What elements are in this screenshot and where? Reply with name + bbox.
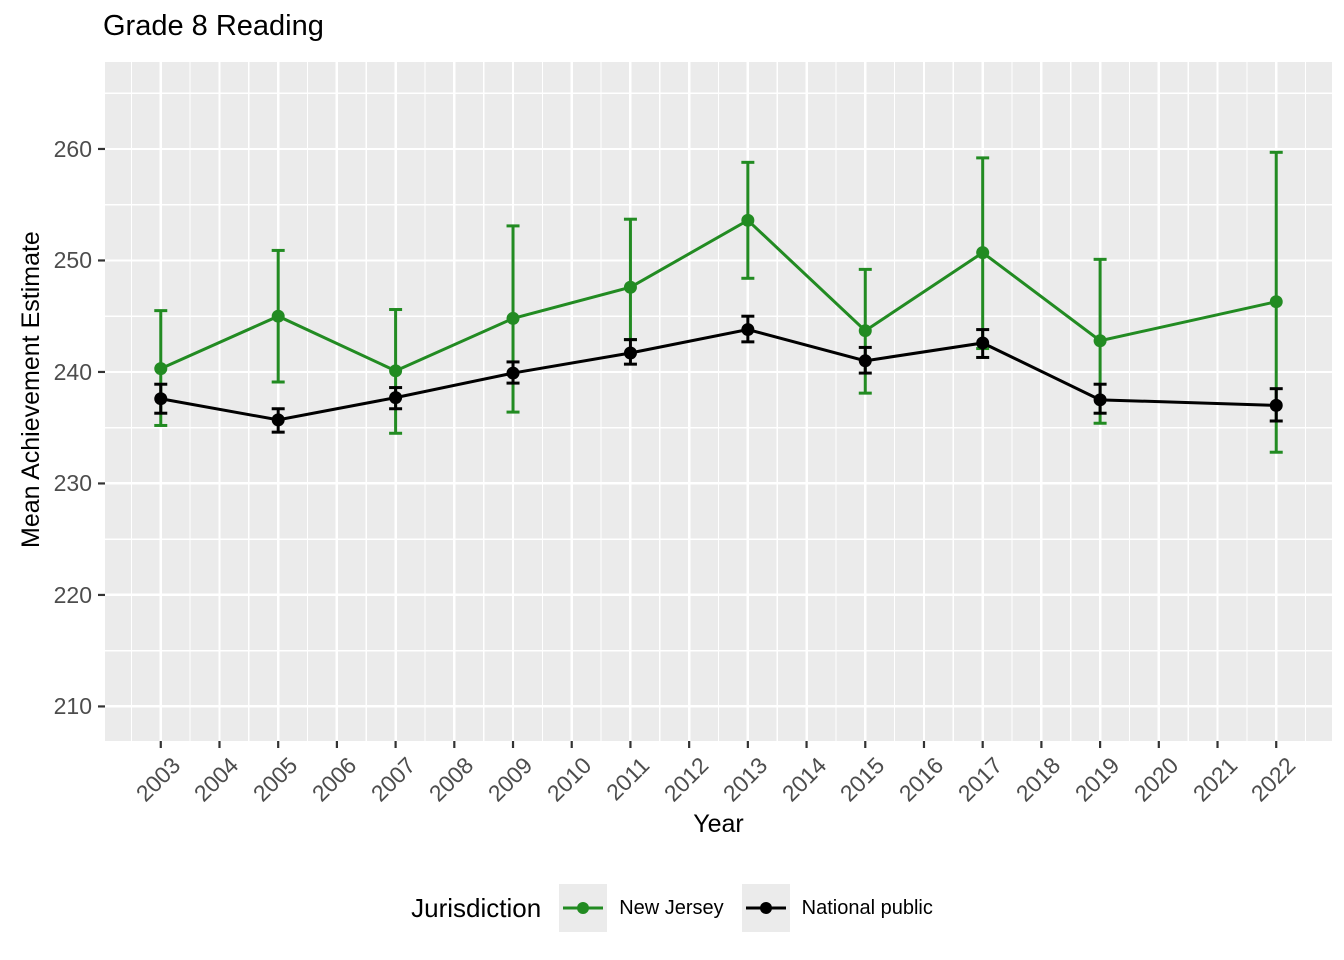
data-point [623,346,637,360]
data-point [976,336,990,350]
data-point [1269,295,1283,309]
y-tick-label: 220 [53,581,92,608]
legend-key-marker-icon [563,902,604,914]
data-point [506,366,520,380]
y-tick-label: 240 [53,358,92,385]
legend-title: Jurisdiction [411,892,542,923]
data-point [506,311,520,325]
data-point [271,309,285,323]
legend-item: New Jersey [559,884,724,932]
data-point [1093,334,1107,348]
y-axis-title: Mean Achievement Estimate [17,231,45,548]
data-point [271,413,285,427]
legend-item: National public [741,884,933,932]
y-tick-label: 250 [53,247,92,274]
data-point [1093,393,1107,407]
y-tick-label: 210 [53,693,92,720]
data-point [858,324,872,338]
legend-key-marker-icon [745,902,786,914]
data-point [154,362,168,376]
series-line [160,328,1277,422]
data-point [623,280,637,294]
y-tick-label: 260 [53,135,92,162]
chart-title: Grade 8 Reading [103,10,324,42]
series-line [160,218,1277,373]
legend-key [559,884,608,932]
data-point [741,213,755,227]
data-point [741,323,755,337]
data-point [389,364,403,378]
data-point [154,392,168,406]
legend-items: New Jersey National public [559,884,933,932]
data-point [1269,398,1283,412]
legend: Jurisdiction New Jersey National public [0,882,1344,934]
x-axis-title: Year [693,810,744,838]
legend-key [741,884,790,932]
y-tick-label: 230 [53,470,92,497]
legend-item-label: New Jersey [619,896,724,919]
data-point [976,246,990,260]
legend-item-label: National public [801,896,933,919]
data-point [389,391,403,405]
data-point [858,354,872,368]
